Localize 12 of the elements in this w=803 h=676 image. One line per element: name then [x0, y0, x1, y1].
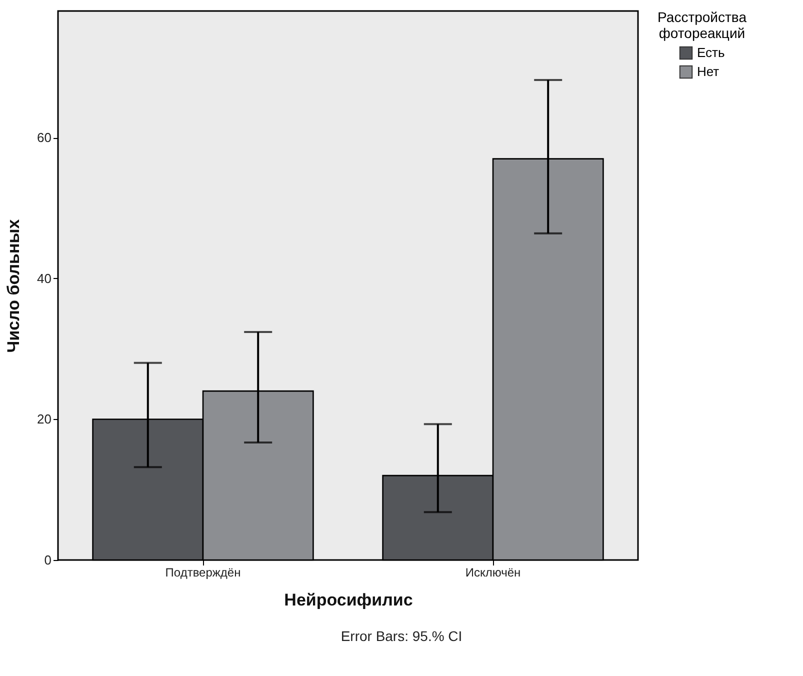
y-tick-label: 20 [37, 412, 52, 427]
y-tick-label: 60 [37, 130, 52, 146]
text: Error Bars: 95.% CI [340, 628, 464, 644]
x-tick-label: Подтверждён [165, 566, 241, 580]
y-axis-title: Число больных [4, 218, 24, 353]
y-tick-label: 0 [44, 552, 52, 568]
x-tick-label: Исключён [465, 566, 521, 580]
legend-label: Есть [697, 45, 725, 60]
x-axis-title: Нейросифилис [284, 590, 413, 610]
legend-title: Расстройства фотореакций [658, 9, 747, 41]
y-tick-label: 40 [37, 270, 52, 286]
legend-label: Нет [697, 64, 720, 79]
